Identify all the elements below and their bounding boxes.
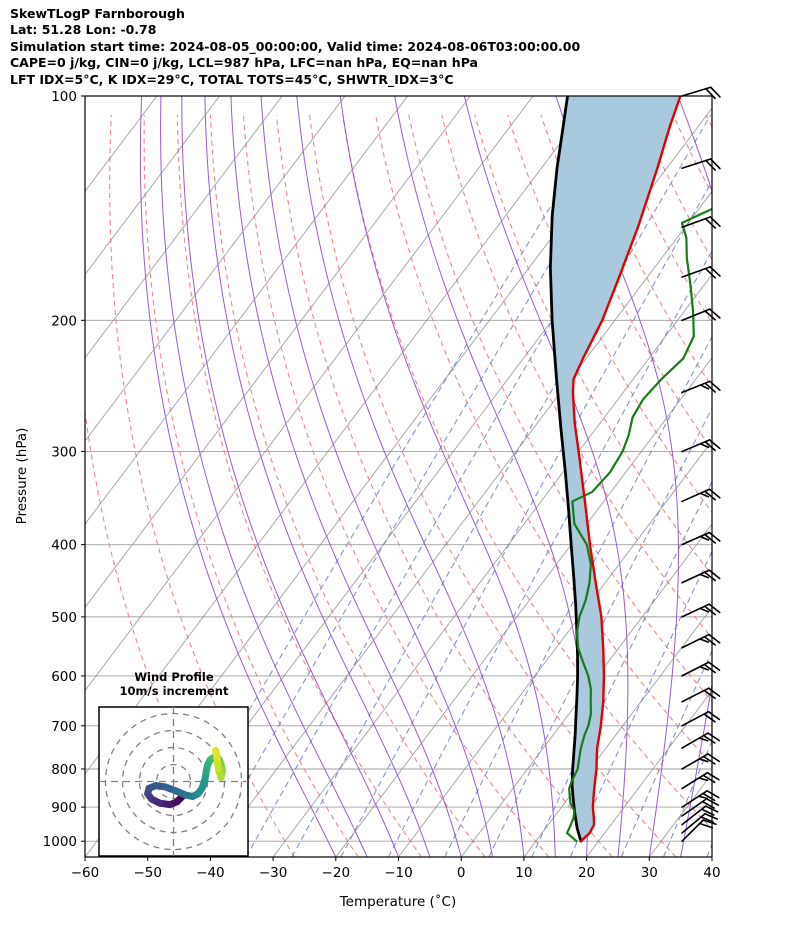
y-axis-label: Pressure (hPa) [14, 428, 30, 525]
header-line-location: Lat: 51.28 Lon: -0.78 [10, 22, 157, 38]
figure-header: SkewTLogP Farnborough Lat: 51.28 Lon: -0… [10, 6, 580, 88]
moist-adiabat-lines [139, 96, 712, 857]
wind-barb [681, 771, 720, 790]
y-tick-label: 100 [51, 89, 77, 105]
wind-barb [681, 819, 717, 843]
x-tick-label: 10 [515, 865, 532, 881]
y-tick-label: 900 [51, 800, 77, 816]
y-tick-label: 200 [51, 313, 77, 329]
wind-barb [681, 633, 721, 649]
wind-barb [681, 661, 721, 677]
y-tick-label: 700 [51, 719, 77, 735]
x-tick-label: 30 [641, 865, 658, 881]
x-axis-label: Temperature (˚C) [339, 893, 457, 910]
temperature-profile-curve [571, 96, 682, 843]
wind-barb [681, 603, 721, 618]
y-tick-label: 1000 [43, 834, 77, 850]
x-tick-label: −10 [384, 865, 413, 881]
x-tick-label: 40 [703, 865, 720, 881]
inset-title-line2: 10m/s increment [120, 684, 229, 698]
x-tick-label: 20 [578, 865, 595, 881]
wind-barb [681, 789, 720, 808]
header-line-indices: LFT IDX=5°C, K IDX=29°C, TOTAL TOTS=45°C… [10, 71, 454, 87]
wind-barb [681, 732, 720, 749]
wind-barb [681, 488, 721, 503]
x-tick-label: −30 [259, 865, 288, 881]
header-line-title: SkewTLogP Farnborough [10, 6, 185, 21]
header-line-cape: CAPE=0 j/kg, CIN=0 j/kg, LCL=987 hPa, LF… [10, 55, 478, 71]
x-tick-label: −60 [71, 865, 100, 881]
shaded-cape-area [550, 96, 681, 842]
hodograph-trace [144, 746, 226, 809]
x-tick-label: 0 [457, 865, 466, 881]
wind-barb [681, 439, 721, 453]
x-tick-label: −20 [322, 865, 351, 881]
dry-adiabat-lines [85, 114, 712, 857]
wind-barb [681, 86, 721, 100]
dewpoint-profile-curve [565, 207, 712, 843]
x-tick-label: −50 [133, 865, 162, 881]
y-tick-label: 500 [51, 610, 77, 626]
y-tick-label: 600 [51, 669, 77, 685]
wind-profile-inset: Wind Profile 10m/s increment [98, 670, 249, 857]
header-line-times: Simulation start time: 2024-08-05_00:00:… [10, 38, 581, 54]
wind-barb [681, 687, 721, 703]
y-tick-label: 400 [51, 538, 77, 554]
x-tick-label: −40 [196, 865, 225, 881]
inset-title-line1: Wind Profile [134, 670, 214, 684]
y-axis-ticks: 100 200 300 400 500 600 700 800 900 1000 [43, 89, 85, 850]
wind-barb [681, 753, 720, 770]
y-tick-label: 800 [51, 762, 77, 778]
wind-barb [681, 569, 721, 584]
wind-barb [681, 531, 721, 546]
x-axis-ticks: −60 −50 −40 −30 −20 −10 0 10 20 30 40 [71, 857, 721, 881]
wind-barb [681, 710, 721, 727]
y-tick-label: 300 [51, 445, 77, 461]
